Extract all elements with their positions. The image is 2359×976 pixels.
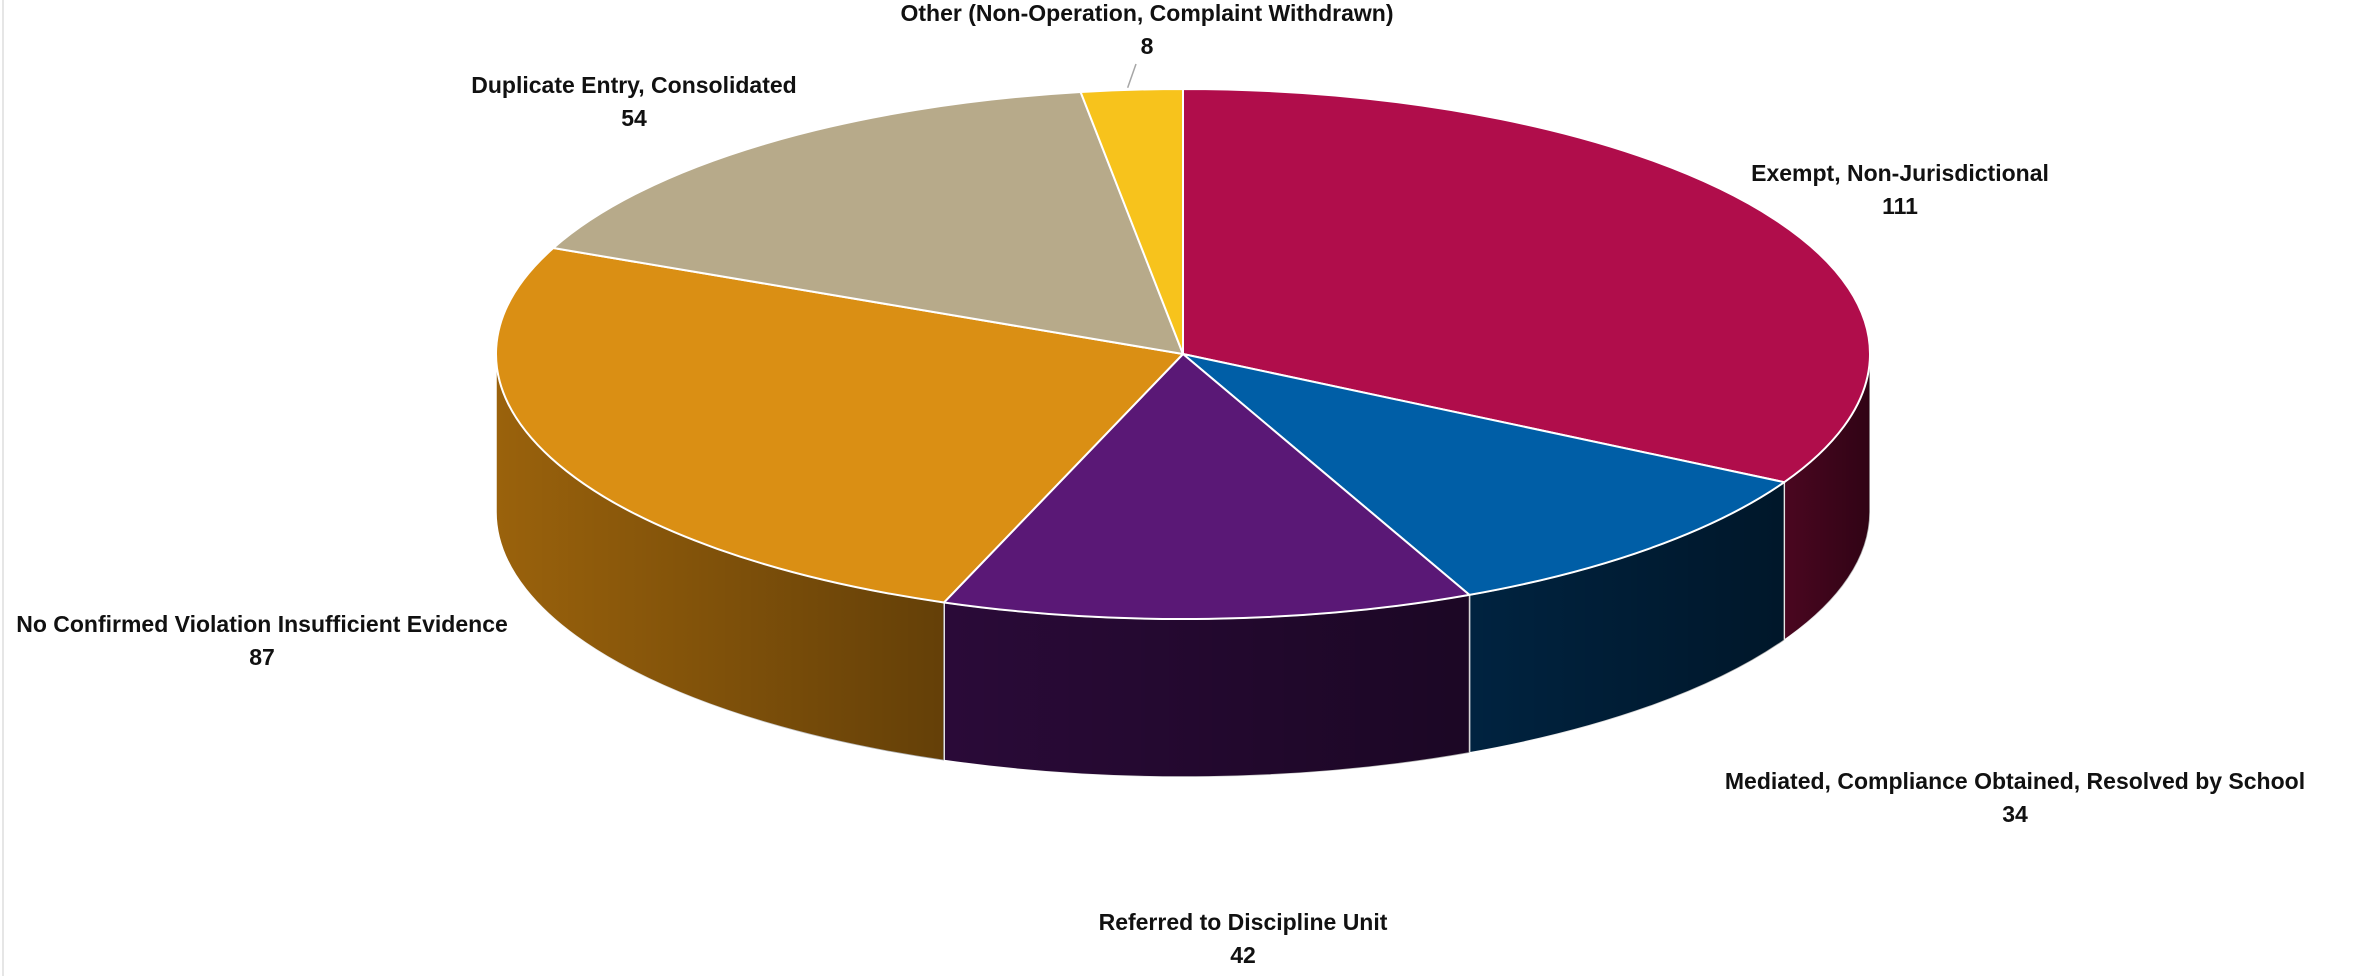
pie-side-shade — [944, 594, 1470, 777]
data-label-name: Duplicate Entry, Consolidated — [471, 72, 796, 98]
pie-leader-lines — [1126, 63, 1137, 88]
data-label-name: No Confirmed Violation Insufficient Evid… — [16, 611, 508, 637]
leader-line-other — [1126, 63, 1137, 88]
pie-sides — [495, 348, 1871, 778]
data-label-name: Other (Non-Operation, Complaint Withdraw… — [901, 0, 1394, 26]
data-label-name: Referred to Discipline Unit — [1099, 909, 1388, 935]
chart-frame-edge — [2, 0, 4, 976]
pie-side-shade — [1469, 482, 1785, 753]
pie-slices — [495, 88, 1872, 620]
data-label-value: 87 — [249, 644, 275, 670]
pie-slice-duplicate-entry-consolidated[interactable] — [552, 90, 1184, 355]
pie-slice-no-confirmed-violation-insufficient-evidence[interactable] — [495, 247, 1184, 604]
pie-slice-referred-to-discipline-unit[interactable] — [943, 353, 1471, 620]
data-label-value: 34 — [2002, 801, 2028, 827]
pie-slice-mediated-compliance-obtained-resolved-by-school[interactable] — [1182, 353, 1786, 596]
pie-side-shade — [1784, 354, 1870, 641]
data-label-value: 42 — [1230, 942, 1256, 968]
data-label-value: 111 — [1882, 193, 1918, 219]
pie-slice-exempt-non-jurisdictional[interactable] — [1182, 88, 1872, 484]
data-label-name: Mediated, Compliance Obtained, Resolved … — [1725, 768, 2305, 794]
pie-slice-other-non-operation-complaint-withdrawn[interactable] — [1079, 88, 1184, 355]
data-label-value: 8 — [1141, 33, 1154, 59]
pie-side-shade — [496, 354, 945, 761]
data-label-value: 54 — [621, 105, 647, 131]
data-label-name: Exempt, Non-Jurisdictional — [1751, 160, 2049, 186]
pie-labels: Exempt, Non-Jurisdictional 111 Mediated, C… — [16, 0, 2305, 968]
